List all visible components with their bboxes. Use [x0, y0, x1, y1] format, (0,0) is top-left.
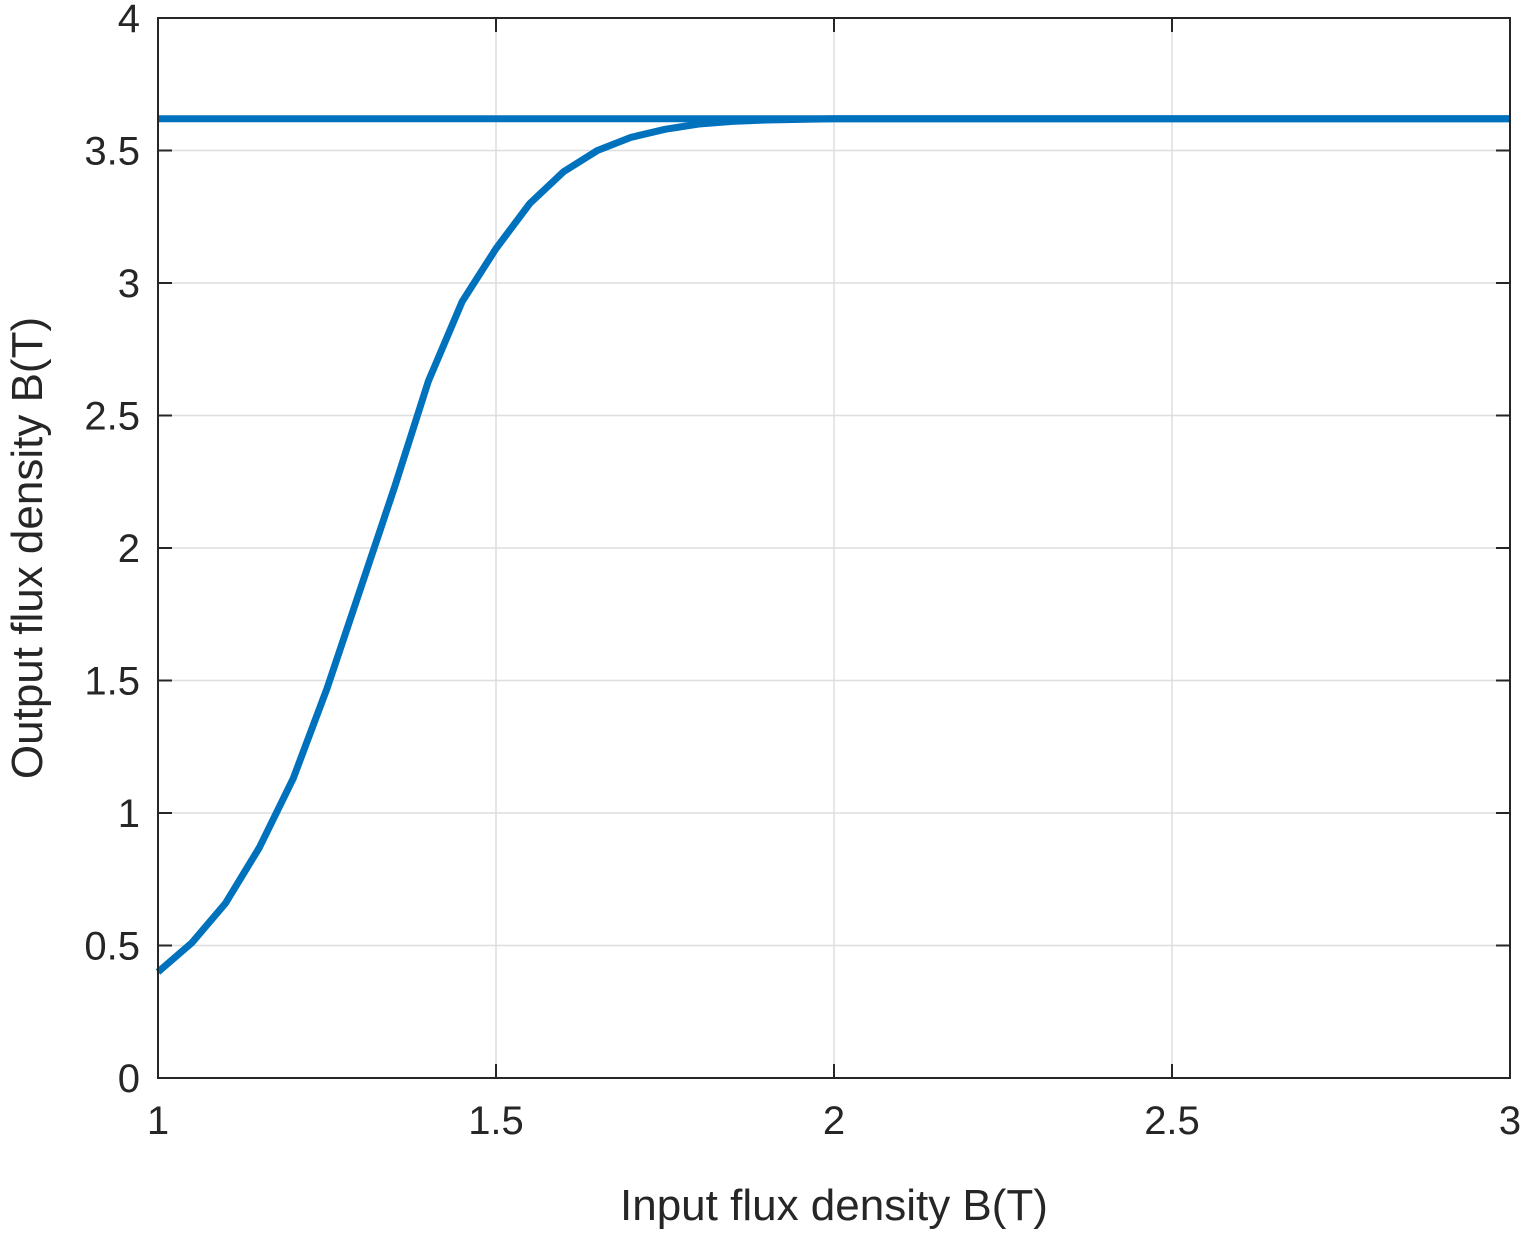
y-tick-label: 1: [118, 792, 140, 836]
x-tick-label: 1: [147, 1099, 169, 1143]
y-tick-label: 0: [118, 1057, 140, 1101]
x-tick-label: 1.5: [468, 1099, 524, 1143]
y-tick-label: 3.5: [84, 130, 140, 174]
ticks: [157, 17, 1511, 1079]
series-layer: [155, 115, 1510, 975]
y-tick-label: 0.5: [84, 925, 140, 969]
x-tick-label: 2: [823, 1099, 845, 1143]
y-tick-label: 3: [118, 262, 140, 306]
x-axis-title: Input flux density B(T): [620, 1181, 1048, 1230]
y-axis-title: Output flux density B(T): [3, 317, 52, 779]
y-tick-label: 2.5: [84, 395, 140, 439]
y-tick-label: 1.5: [84, 660, 140, 704]
tick-labels: 1 1.5 2 2.5 3 0 0.5 1 1.5 2 2.5 3 3.5 4: [84, 0, 1521, 1143]
y-tick-label: 4: [118, 0, 140, 41]
x-tick-label: 2.5: [1144, 1099, 1200, 1143]
grid: [158, 18, 1510, 1078]
y-tick-label: 2: [118, 527, 140, 571]
x-tick-label: 3: [1499, 1099, 1521, 1143]
